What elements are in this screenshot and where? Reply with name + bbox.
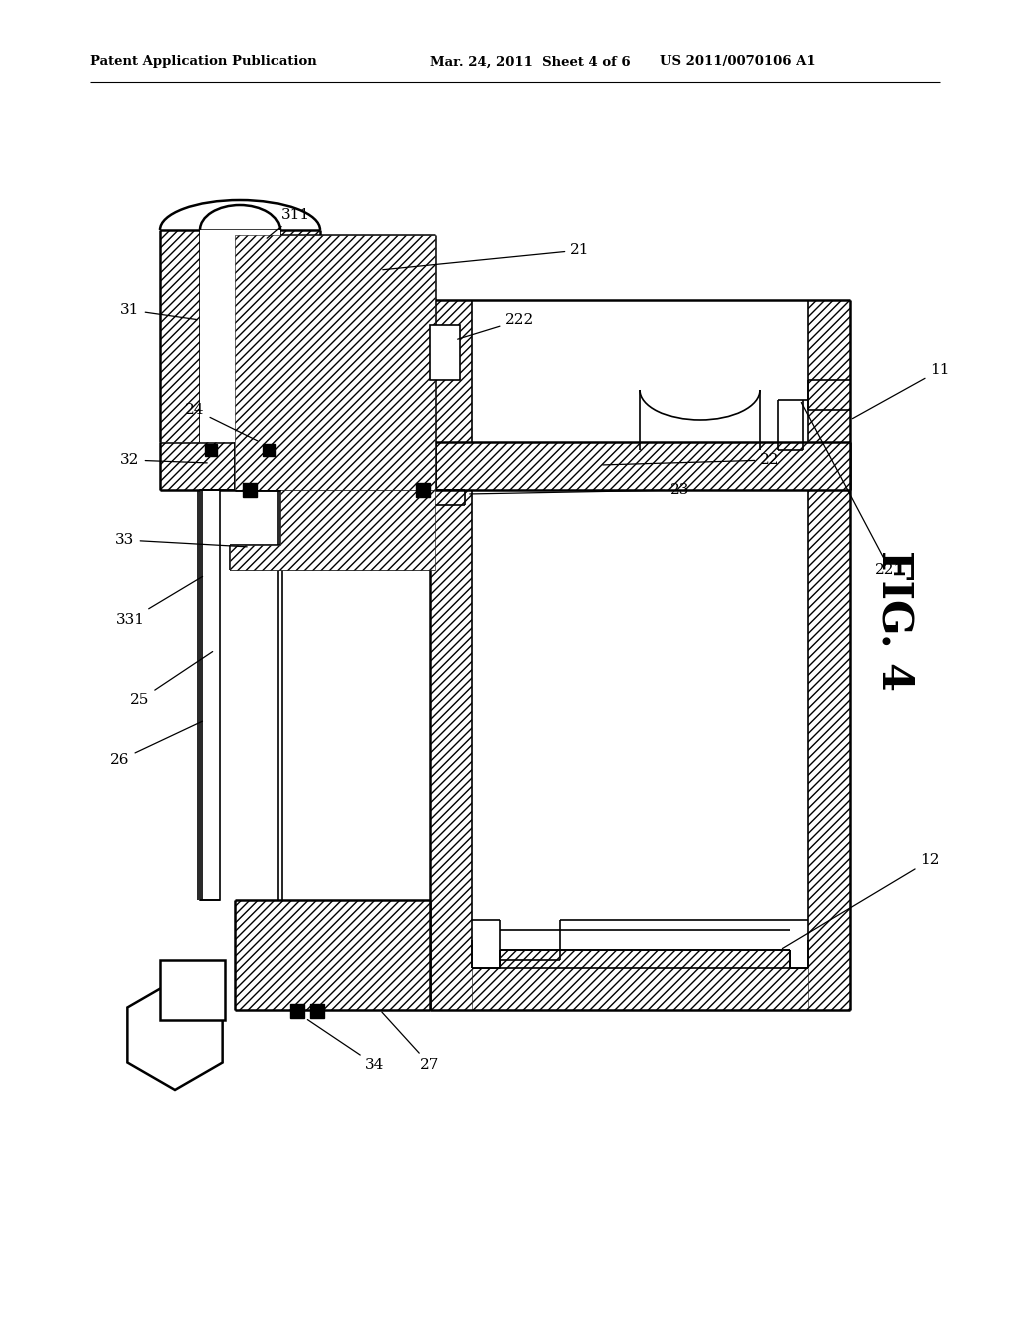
Text: 331: 331 <box>116 577 203 627</box>
Text: 22: 22 <box>603 453 779 467</box>
Text: 26: 26 <box>111 721 203 767</box>
Bar <box>290 1005 304 1018</box>
Bar <box>200 490 220 900</box>
Bar <box>243 483 257 498</box>
Text: 23: 23 <box>470 483 690 498</box>
Text: 33: 33 <box>116 533 247 546</box>
Polygon shape <box>234 900 430 1010</box>
Text: 221: 221 <box>802 403 904 577</box>
Text: 32: 32 <box>120 453 207 467</box>
Bar <box>472 300 808 968</box>
Text: 27: 27 <box>382 1012 439 1072</box>
Text: Mar. 24, 2011  Sheet 4 of 6: Mar. 24, 2011 Sheet 4 of 6 <box>430 55 631 69</box>
Text: 11: 11 <box>852 363 949 418</box>
Polygon shape <box>200 490 435 570</box>
Bar <box>200 230 280 442</box>
Text: 31: 31 <box>120 304 198 319</box>
Text: Patent Application Publication: Patent Application Publication <box>90 55 316 69</box>
Bar <box>263 444 275 455</box>
Text: FIG. 4: FIG. 4 <box>874 549 916 690</box>
Bar <box>430 325 460 380</box>
Polygon shape <box>430 300 850 1010</box>
Polygon shape <box>127 979 222 1090</box>
Bar <box>160 960 225 1020</box>
Text: 25: 25 <box>130 652 213 708</box>
Text: 34: 34 <box>307 1019 385 1072</box>
Bar <box>234 442 435 490</box>
Text: 21: 21 <box>383 243 590 269</box>
Text: 222: 222 <box>458 313 535 339</box>
Bar <box>310 1005 324 1018</box>
Polygon shape <box>160 442 850 490</box>
Text: 311: 311 <box>267 209 309 238</box>
Polygon shape <box>472 950 808 1010</box>
Polygon shape <box>160 230 319 442</box>
Bar <box>416 483 430 498</box>
Bar <box>205 444 217 455</box>
Polygon shape <box>234 235 435 490</box>
Text: 24: 24 <box>185 403 257 441</box>
Text: 12: 12 <box>782 853 940 949</box>
Text: US 2011/0070106 A1: US 2011/0070106 A1 <box>660 55 816 69</box>
